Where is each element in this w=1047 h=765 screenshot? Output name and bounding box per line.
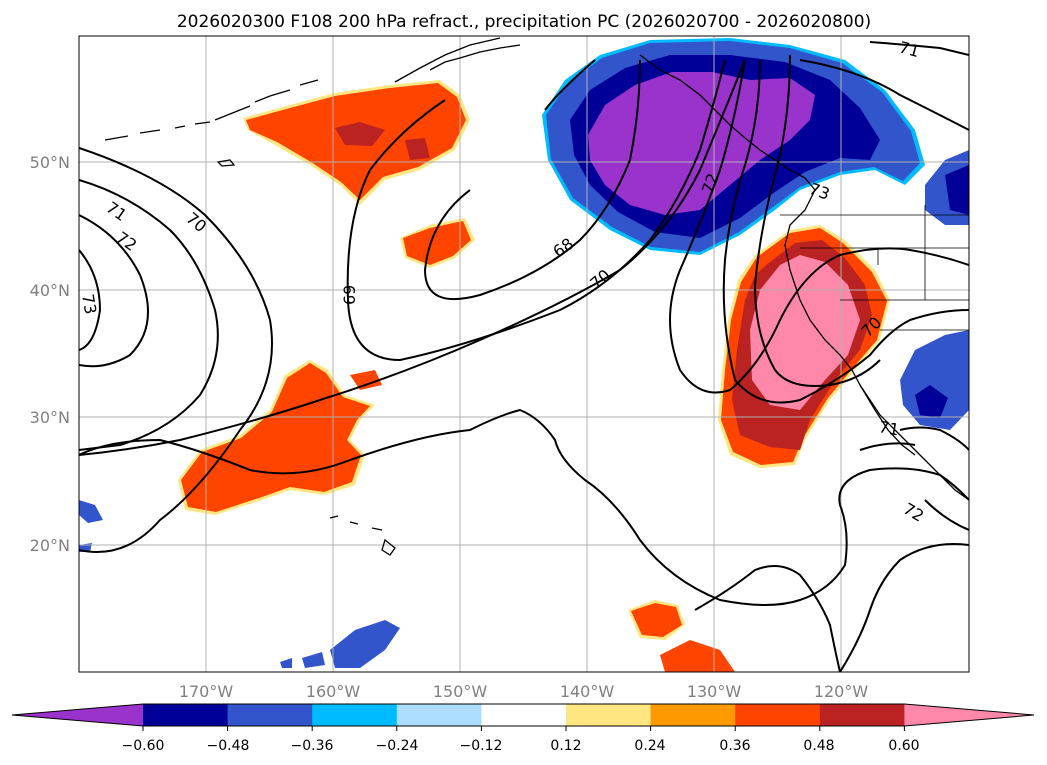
contour-line (753, 54, 881, 387)
colorbar-cell (143, 704, 229, 726)
longitude-labels: 170°W 160°W 150°W 140°W 130°W 120°W (179, 682, 869, 701)
positive-anomaly-region (660, 640, 735, 672)
negative-anomaly-region (945, 165, 969, 215)
colorbar-tick-label: 0.24 (634, 738, 665, 754)
colorbar-tick-label: −0.24 (376, 738, 419, 754)
colorbar-cell (735, 704, 821, 726)
contour-line (544, 59, 596, 111)
graticule (79, 36, 969, 672)
colorbar-tick-label: 0.36 (719, 738, 750, 754)
lon-label: 150°W (433, 682, 488, 701)
contour-line (694, 565, 841, 672)
negative-anomaly-region (280, 658, 292, 668)
colorbar-tick-label: −0.48 (207, 738, 250, 754)
contour-line (79, 59, 746, 456)
contour-line (79, 147, 273, 553)
positive-anomaly-region (631, 603, 682, 637)
colorbar-tick-label: 0.48 (803, 738, 834, 754)
colorbar-tick-label: 0.12 (550, 738, 581, 754)
contour-line (869, 41, 969, 56)
contour-line (722, 59, 969, 404)
lat-label: 20°N (30, 536, 70, 555)
positive-anomaly-region (181, 363, 370, 512)
lon-label: 130°W (687, 682, 742, 701)
coastline-layer (104, 37, 969, 556)
colorbar-cell (566, 704, 652, 726)
negative-anomaly-region (302, 652, 325, 668)
contour-line (924, 499, 969, 531)
colorbar-tick-label: −0.12 (460, 738, 503, 754)
contour-label: 71 (877, 417, 900, 439)
alaska-panhandle-coastline (639, 54, 816, 191)
contour-line (859, 442, 916, 451)
negative-anomaly-region (79, 500, 103, 523)
colorbar-cell (650, 704, 736, 726)
contour-label: 73 (78, 292, 100, 315)
contour-line (346, 59, 726, 362)
baja-coastline (859, 384, 916, 456)
lon-label: 160°W (306, 682, 361, 701)
small-island (216, 159, 236, 167)
lon-label: 140°W (560, 682, 615, 701)
positive-anomaly-region (403, 221, 471, 265)
figure-title: 2026020300 F108 200 hPa refract., precip… (177, 12, 871, 32)
lon-label: 120°W (814, 682, 869, 701)
lat-label: 30°N (30, 408, 70, 427)
latitude-labels: 50°N 40°N 30°N 20°N (30, 153, 70, 555)
contour-line (79, 408, 969, 606)
colorbar-cell (396, 704, 482, 726)
contour-line (799, 59, 969, 131)
colorbar-extend-high (904, 704, 1034, 726)
contour-label: 71 (897, 38, 922, 62)
aleutian-islands (104, 79, 319, 141)
map-panel: 71 70 72 73 69 68 70 72 73 71 70 71 72 (78, 35, 970, 673)
contour-line (839, 543, 969, 672)
positive-anomaly-region (750, 255, 860, 410)
contour-line (79, 249, 102, 351)
colorbar-cell (819, 704, 905, 726)
hawaii-islands (329, 515, 396, 556)
negative-anomaly-region (330, 620, 400, 668)
colorbar-tick-label: −0.36 (291, 738, 334, 754)
contour-line (79, 179, 219, 451)
lon-label: 170°W (179, 682, 234, 701)
contour-line (423, 59, 641, 301)
refractivity-contour-layer (79, 41, 969, 672)
positive-anomaly-region (335, 122, 385, 146)
contour-line (669, 59, 969, 394)
negative-anomaly-region (915, 385, 948, 418)
colorbar-tick-label: −0.60 (122, 738, 165, 754)
contour-line (79, 214, 149, 368)
positive-anomaly-region (350, 370, 382, 390)
contour-line (899, 426, 969, 451)
contour-label: 69 (340, 285, 359, 305)
alaska-coastline (394, 37, 521, 83)
colorbar-cell (312, 704, 398, 726)
colorbar-extend-low (12, 704, 143, 726)
colorbar-ticks (142, 726, 905, 731)
negative-anomaly-region (900, 330, 969, 430)
lat-label: 40°N (30, 281, 70, 300)
colorbar-cell (227, 704, 313, 726)
map-frame (78, 35, 970, 673)
colorbar: −0.60 −0.48 −0.36 −0.24 −0.12 0.12 0.24 … (11, 703, 1035, 754)
positive-anomaly-region (405, 138, 430, 160)
colorbar-cell (481, 704, 567, 726)
colorbar-cells (11, 703, 1035, 727)
lat-label: 50°N (30, 153, 70, 172)
colorbar-tick-label: 0.60 (888, 738, 919, 754)
